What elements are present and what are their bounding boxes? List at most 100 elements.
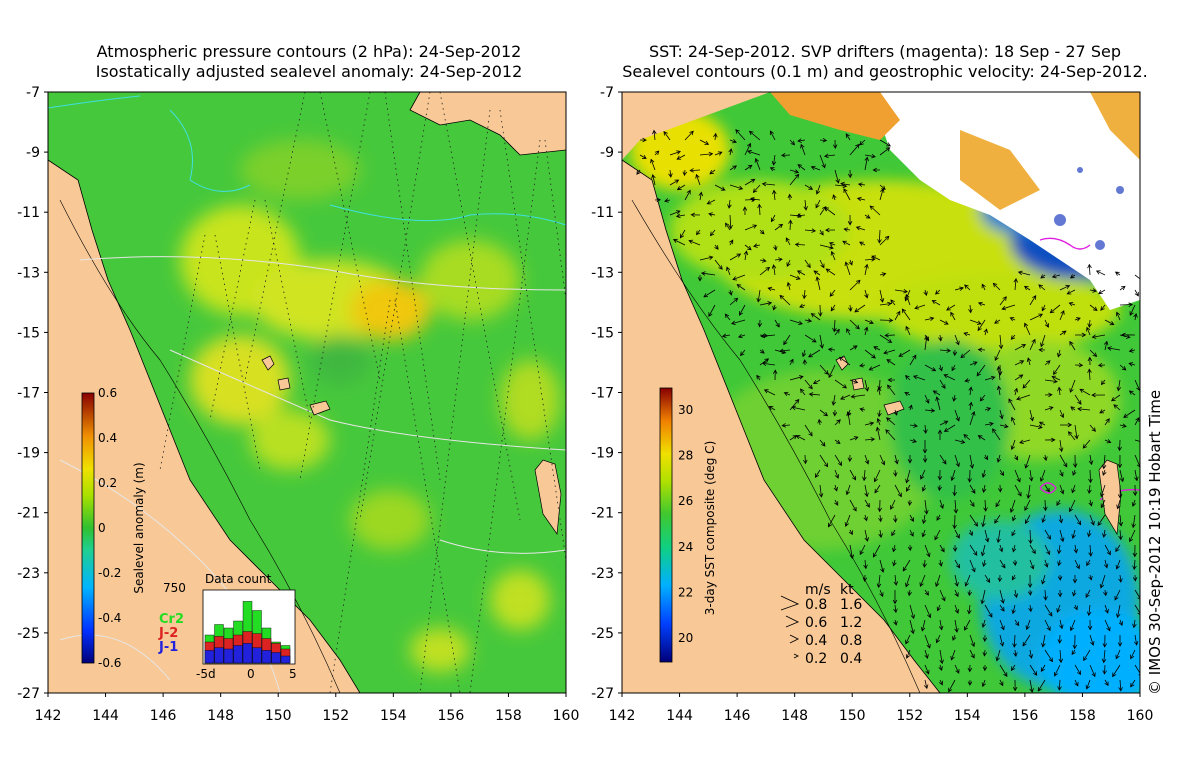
velocity-arrow xyxy=(1041,514,1046,524)
velocity-arrow xyxy=(1082,439,1091,449)
velocity-arrow xyxy=(977,347,986,353)
colorbar-tick: 26 xyxy=(678,494,693,508)
velocity-arrow xyxy=(819,409,829,417)
velocity-arrow xyxy=(1041,634,1046,648)
velocity-arrow xyxy=(1086,559,1091,567)
velocity-arrow xyxy=(893,574,899,586)
velocity-arrow xyxy=(744,224,758,231)
velocity-arrow xyxy=(1089,424,1096,432)
velocity-arrow xyxy=(924,364,937,372)
velocity-arrow xyxy=(1115,544,1121,553)
velocity-arrow xyxy=(675,213,686,219)
velocity-arrow xyxy=(898,349,911,357)
velocity-arrow xyxy=(1115,559,1121,570)
inset-bar-j1 xyxy=(261,650,272,664)
velocity-arrow xyxy=(909,619,915,635)
velocity-arrow xyxy=(730,319,746,325)
velocity-arrow xyxy=(1014,484,1022,497)
velocity-arrow xyxy=(999,604,1005,612)
velocity-arrow xyxy=(757,203,762,216)
velocity-arrow xyxy=(1059,619,1064,630)
velocity-arrow xyxy=(999,634,1005,647)
velocity-arrow xyxy=(1009,499,1016,513)
velocity-arrow xyxy=(700,271,716,276)
velocity-arrow xyxy=(1044,319,1050,328)
velocity-arrow xyxy=(963,434,971,441)
velocity-arrow xyxy=(889,499,896,510)
left-lon-tick: 146 xyxy=(150,708,177,720)
velocity-arrow xyxy=(1029,664,1038,676)
velocity-arrow xyxy=(879,334,893,343)
velocity-arrow xyxy=(834,469,840,479)
velocity-arrow xyxy=(1059,409,1065,419)
velocity-arrow xyxy=(1044,484,1050,493)
velocity-arrow xyxy=(728,214,733,230)
velocity-arrow xyxy=(886,417,896,426)
velocity-arrow xyxy=(830,304,836,312)
velocity-arrow xyxy=(1116,379,1122,392)
right-colorbar xyxy=(659,387,673,663)
velocity-arrow xyxy=(1104,679,1109,687)
velocity-arrow xyxy=(938,364,943,372)
velocity-arrow xyxy=(1044,544,1051,556)
velocity-arrow xyxy=(1130,679,1136,688)
velocity-arrow xyxy=(924,589,929,596)
velocity-arrow xyxy=(1010,334,1016,340)
velocity-arrow xyxy=(1132,544,1138,558)
velocity-arrow xyxy=(819,334,824,349)
velocity-arrow xyxy=(1104,319,1115,326)
velocity-arrow xyxy=(1071,529,1076,539)
right-lat-tick: -17 xyxy=(591,386,614,402)
right-lat-tick: -27 xyxy=(591,686,614,702)
velocity-arrow xyxy=(729,165,738,171)
velocity-arrow xyxy=(690,212,701,218)
velocity-arrow xyxy=(868,364,881,371)
velocity-arrow xyxy=(684,130,694,141)
velocity-arrow xyxy=(1039,469,1046,483)
velocity-arrow xyxy=(1044,529,1051,540)
left-title-line1: Atmospheric pressure contours (2 hPa): 2… xyxy=(96,42,522,61)
left-lon-tick: 148 xyxy=(207,708,234,720)
velocity-arrow xyxy=(849,143,860,156)
left-lat-tick: -27 xyxy=(17,686,40,702)
velocity-arrow xyxy=(969,484,976,494)
velocity-arrow xyxy=(740,349,746,357)
velocity-arrow xyxy=(921,529,926,538)
velocity-arrow xyxy=(936,604,941,612)
velocity-arrow xyxy=(804,318,813,323)
velocity-arrow xyxy=(1071,484,1076,494)
velocity-arrow xyxy=(1074,332,1087,338)
velocity-arrow xyxy=(800,143,806,156)
velocity-arrow xyxy=(754,157,761,171)
velocity-arrow xyxy=(954,286,964,291)
velocity-arrow xyxy=(893,604,898,614)
velocity-arrow xyxy=(863,514,868,522)
velocity-arrow xyxy=(864,529,869,542)
velocity-arrow xyxy=(892,559,897,567)
velocity-arrow xyxy=(789,139,796,146)
velocity-arrow xyxy=(1014,454,1019,461)
velocity-arrow xyxy=(943,424,956,432)
velocity-arrow xyxy=(999,559,1006,569)
velocity-arrow xyxy=(729,239,734,246)
velocity-arrow xyxy=(828,364,836,379)
velocity-arrow xyxy=(819,439,826,447)
velocity-arrow xyxy=(864,263,869,276)
right-lat-ticks: -7 -9 -11 -13 -15 -17 -19 -21 -23 -25 -27 xyxy=(591,85,622,702)
velocity-arrow xyxy=(999,664,1008,677)
velocity-arrow xyxy=(1133,634,1139,646)
velocity-arrow xyxy=(1100,304,1106,311)
velocity-arrow xyxy=(789,169,800,174)
velocity-arrow xyxy=(1028,529,1033,545)
velocity-arrow xyxy=(808,392,821,397)
left-lon-tick: 152 xyxy=(322,708,349,720)
velocity-arrow xyxy=(877,499,883,513)
colorbar-tick: -0.6 xyxy=(98,656,121,670)
velocity-arrow xyxy=(1087,319,1092,328)
velocity-arrow xyxy=(1089,634,1095,646)
velocity-arrow xyxy=(724,313,731,321)
right-land-png xyxy=(770,92,900,140)
velocity-arrow xyxy=(838,356,851,366)
velocity-arrow xyxy=(969,361,978,366)
velocity-arrow xyxy=(789,173,800,186)
